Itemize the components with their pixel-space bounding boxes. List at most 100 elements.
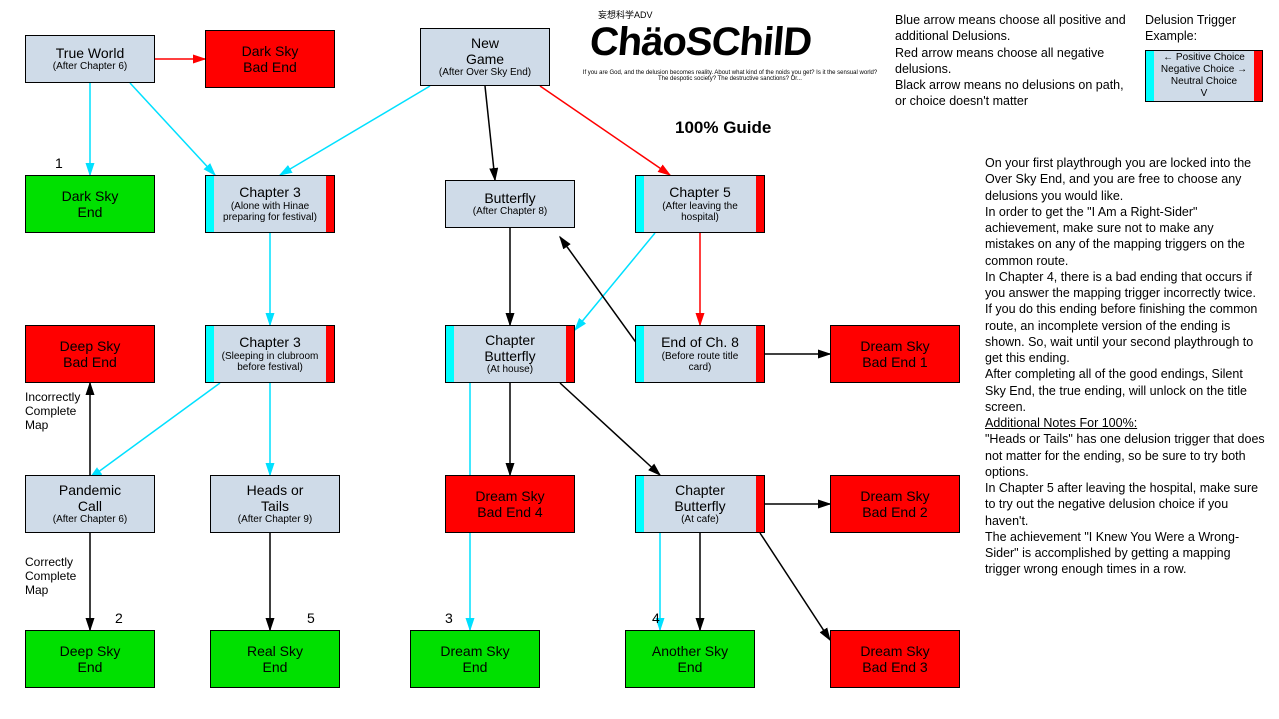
node-dream_bad3: Dream Sky Bad End 3	[830, 630, 960, 688]
node-subtitle: (After Chapter 6)	[53, 61, 127, 73]
node-ch3a: Chapter 3(Alone with Hinae preparing for…	[205, 175, 335, 233]
node-subtitle: (After Over Sky End)	[439, 67, 531, 79]
node-dream_bad2: Dream Sky Bad End 2	[830, 475, 960, 533]
label-incorrect: Incorrectly Complete Map	[25, 390, 80, 432]
notes-block: On your first playthrough you are locked…	[985, 155, 1265, 578]
node-subtitle: (At cafe)	[681, 514, 719, 526]
node-subtitle: (At house)	[487, 364, 533, 376]
node-title: Deep Sky Bad End	[60, 338, 121, 370]
node-real_end: Real Sky End	[210, 630, 340, 688]
notes-p2: In order to get the "I Am a Right-Sider"…	[985, 205, 1245, 268]
arrow	[90, 383, 220, 478]
arrow	[575, 233, 655, 330]
negative-bar	[756, 326, 764, 382]
legend-l1: Blue arrow means choose all positive and…	[895, 13, 1126, 43]
node-new_game: New Game(After Over Sky End)	[420, 28, 550, 86]
node-dream_bad1: Dream Sky Bad End 1	[830, 325, 960, 383]
node-title: Heads or Tails	[247, 482, 304, 514]
example-v: V	[1146, 88, 1262, 100]
logo-text: ChäoSChilD	[588, 20, 813, 65]
node-heads: Heads or Tails(After Chapter 9)	[210, 475, 340, 533]
notes-p5h: Additional Notes For 100%:	[985, 416, 1137, 430]
arrow	[130, 83, 215, 175]
node-subtitle: (Alone with Hinae preparing for festival…	[223, 201, 317, 224]
node-title: Chapter 5	[669, 184, 730, 200]
node-dark_end: Dark Sky End	[25, 175, 155, 233]
node-subtitle: (Before route title card)	[662, 351, 739, 374]
logo-sub: If you are God, and the delusion becomes…	[580, 70, 880, 82]
notes-p5: "Heads or Tails" has one delusion trigge…	[985, 432, 1265, 479]
node-title: True World	[56, 45, 124, 61]
node-ch3b: Chapter 3(Sleeping in clubroom before fe…	[205, 325, 335, 383]
node-title: Dream Sky End	[440, 643, 509, 675]
node-true_world: True World(After Chapter 6)	[25, 35, 155, 83]
node-deep_end: Deep Sky End	[25, 630, 155, 688]
notes-p3: In Chapter 4, there is a bad ending that…	[985, 270, 1257, 365]
node-title: Real Sky End	[247, 643, 303, 675]
node-dream_end: Dream Sky End	[410, 630, 540, 688]
node-title: New Game	[466, 35, 504, 67]
node-subtitle: (After leaving the hospital)	[662, 201, 738, 224]
legend-l2: Red arrow means choose all negative delu…	[895, 46, 1104, 76]
positive-bar	[446, 326, 454, 382]
negative-bar	[326, 176, 334, 232]
legend-text: Blue arrow means choose all positive and…	[895, 12, 1130, 110]
notes-p1: On your first playthrough you are locked…	[985, 156, 1251, 203]
arrow	[280, 86, 430, 175]
node-title: Chapter Butterfly	[674, 482, 725, 514]
node-title: Chapter Butterfly	[484, 332, 535, 364]
num-2: 2	[115, 610, 123, 626]
notes-p4: After completing all of the good endings…	[985, 367, 1247, 414]
positive-bar	[636, 476, 644, 532]
positive-bar	[206, 326, 214, 382]
node-dream_bad4: Dream Sky Bad End 4	[445, 475, 575, 533]
arrow	[540, 86, 670, 175]
node-dark_bad: Dark Sky Bad End	[205, 30, 335, 88]
num-5: 5	[307, 610, 315, 626]
node-title: Butterfly	[484, 190, 535, 206]
label-correct: Correctly Complete Map	[25, 555, 76, 597]
trigger-example-box: ← Positive Choice Negative Choice → Neut…	[1145, 50, 1263, 102]
example-neg: Negative Choice →	[1146, 64, 1262, 76]
positive-bar	[636, 176, 644, 232]
node-butterfly: Butterfly(After Chapter 8)	[445, 180, 575, 228]
node-title: Dream Sky Bad End 4	[475, 488, 544, 520]
node-title: Deep Sky End	[60, 643, 121, 675]
node-title: Chapter 3	[239, 334, 300, 350]
node-ch5: Chapter 5(After leaving the hospital)	[635, 175, 765, 233]
node-title: Dream Sky Bad End 2	[860, 488, 929, 520]
example-pos: ← Positive Choice	[1146, 52, 1262, 64]
notes-p6: In Chapter 5 after leaving the hospital,…	[985, 481, 1258, 528]
node-title: Pandemic Call	[59, 482, 121, 514]
negative-bar	[756, 476, 764, 532]
node-title: Dark Sky End	[62, 188, 119, 220]
node-subtitle: (After Chapter 8)	[473, 206, 547, 218]
example-pos-bar	[1146, 51, 1154, 101]
node-pandemic: Pandemic Call(After Chapter 6)	[25, 475, 155, 533]
positive-bar	[636, 326, 644, 382]
arrow	[560, 383, 660, 475]
node-ch_bfly_c: Chapter Butterfly(At cafe)	[635, 475, 765, 533]
guide-title: 100% Guide	[675, 118, 771, 138]
node-title: Dream Sky Bad End 3	[860, 643, 929, 675]
num-3: 3	[445, 610, 453, 626]
negative-bar	[756, 176, 764, 232]
node-subtitle: (After Chapter 9)	[238, 514, 312, 526]
positive-bar	[206, 176, 214, 232]
node-title: Another Sky End	[652, 643, 728, 675]
node-title: End of Ch. 8	[661, 334, 739, 350]
negative-bar	[566, 326, 574, 382]
node-deep_bad: Deep Sky Bad End	[25, 325, 155, 383]
node-title: Dream Sky Bad End 1	[860, 338, 929, 370]
arrow	[485, 86, 495, 180]
node-title: Dark Sky Bad End	[242, 43, 299, 75]
trigger-title: Delusion Trigger Example:	[1145, 12, 1265, 45]
node-subtitle: (Sleeping in clubroom before festival)	[222, 351, 319, 374]
node-subtitle: (After Chapter 6)	[53, 514, 127, 526]
num-1: 1	[55, 155, 63, 171]
num-4: 4	[652, 610, 660, 626]
node-title: Chapter 3	[239, 184, 300, 200]
example-neu: Neutral Choice	[1146, 76, 1262, 88]
node-end_ch8: End of Ch. 8(Before route title card)	[635, 325, 765, 383]
negative-bar	[326, 326, 334, 382]
